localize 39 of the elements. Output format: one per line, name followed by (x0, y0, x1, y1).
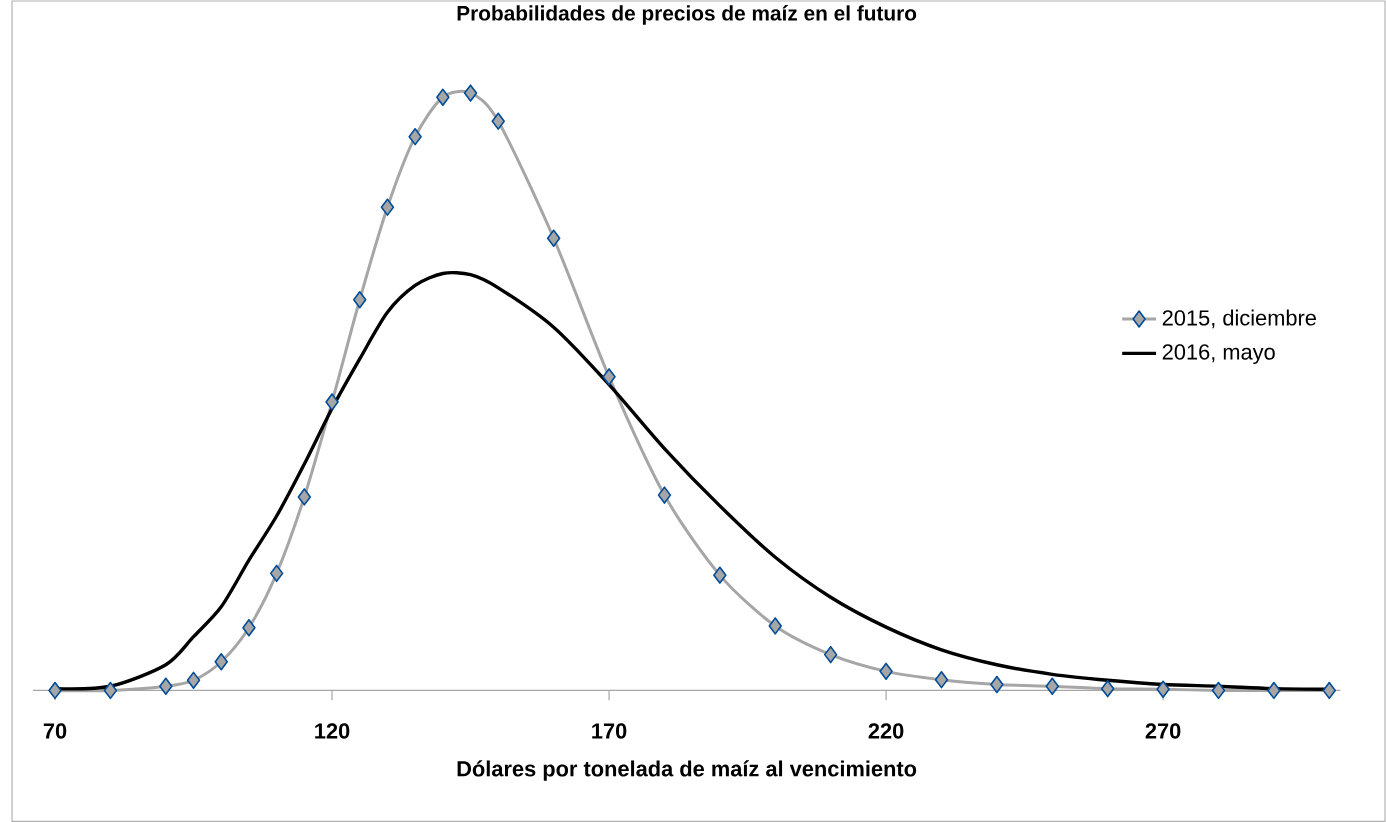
point (242, 618, 256, 637)
point (934, 670, 949, 689)
legend-label: 2015, diciembre (1162, 309, 1316, 328)
point (436, 88, 450, 106)
point (380, 198, 395, 216)
point (1267, 681, 1281, 699)
point (297, 487, 312, 506)
point (214, 652, 228, 671)
point (879, 662, 893, 680)
point (186, 671, 201, 689)
x-tick-label: 70 (43, 723, 67, 739)
point (713, 566, 727, 584)
point (1100, 679, 1115, 698)
point (990, 675, 1004, 694)
point (1156, 680, 1170, 698)
x-tick-label: 270 (1145, 723, 1181, 739)
x-axis-title: Dólares por tonelada de maíz al vencimiento (457, 760, 917, 781)
point (491, 112, 505, 130)
point (325, 393, 339, 411)
point (768, 617, 783, 635)
x-tick-label: 120 (315, 723, 350, 739)
point (1322, 681, 1337, 699)
point (48, 681, 62, 699)
point (602, 367, 616, 386)
point (823, 645, 838, 664)
point (408, 127, 422, 146)
point (352, 290, 367, 309)
point (657, 486, 672, 504)
point (269, 564, 284, 582)
legend-label: 2016, mayo (1162, 344, 1275, 364)
point (546, 229, 561, 247)
point (1045, 677, 1060, 695)
point (159, 677, 173, 695)
point (1211, 681, 1226, 699)
point (463, 84, 478, 102)
chart-title: Probabilidades de precios de maíz en el futuro (457, 4, 917, 25)
x-tick-label: 220 (868, 723, 904, 739)
point (103, 681, 118, 699)
x-tick-label: 170 (592, 723, 627, 739)
